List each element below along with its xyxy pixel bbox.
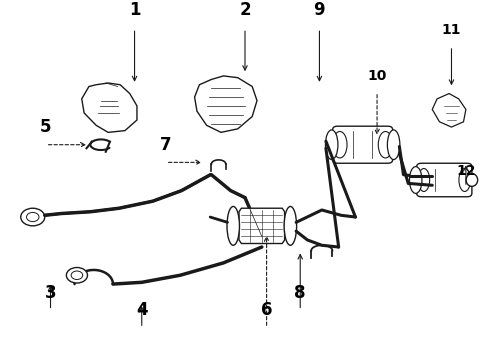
Ellipse shape	[325, 130, 338, 159]
Ellipse shape	[333, 131, 347, 158]
Polygon shape	[82, 83, 137, 132]
Text: 5: 5	[40, 118, 51, 136]
Ellipse shape	[418, 168, 430, 192]
Ellipse shape	[466, 174, 478, 186]
Ellipse shape	[284, 207, 296, 245]
Polygon shape	[239, 208, 285, 243]
Ellipse shape	[66, 267, 88, 283]
Ellipse shape	[227, 207, 240, 245]
Ellipse shape	[388, 130, 400, 159]
Text: 12: 12	[456, 164, 476, 178]
Text: 1: 1	[129, 1, 140, 19]
Ellipse shape	[378, 131, 392, 158]
Text: 4: 4	[136, 301, 147, 319]
Ellipse shape	[71, 271, 83, 279]
FancyBboxPatch shape	[333, 126, 392, 163]
Text: 7: 7	[160, 136, 172, 153]
Polygon shape	[432, 94, 466, 127]
Text: 8: 8	[294, 284, 306, 302]
Text: 11: 11	[442, 23, 461, 37]
FancyBboxPatch shape	[416, 163, 472, 197]
Text: 10: 10	[368, 69, 387, 83]
Text: 6: 6	[261, 301, 272, 319]
Text: 9: 9	[314, 1, 325, 19]
Ellipse shape	[410, 167, 422, 193]
Ellipse shape	[26, 212, 39, 222]
Polygon shape	[195, 76, 257, 132]
Text: 2: 2	[239, 1, 251, 19]
Text: 3: 3	[45, 284, 56, 302]
Ellipse shape	[459, 168, 470, 192]
Ellipse shape	[21, 208, 45, 226]
